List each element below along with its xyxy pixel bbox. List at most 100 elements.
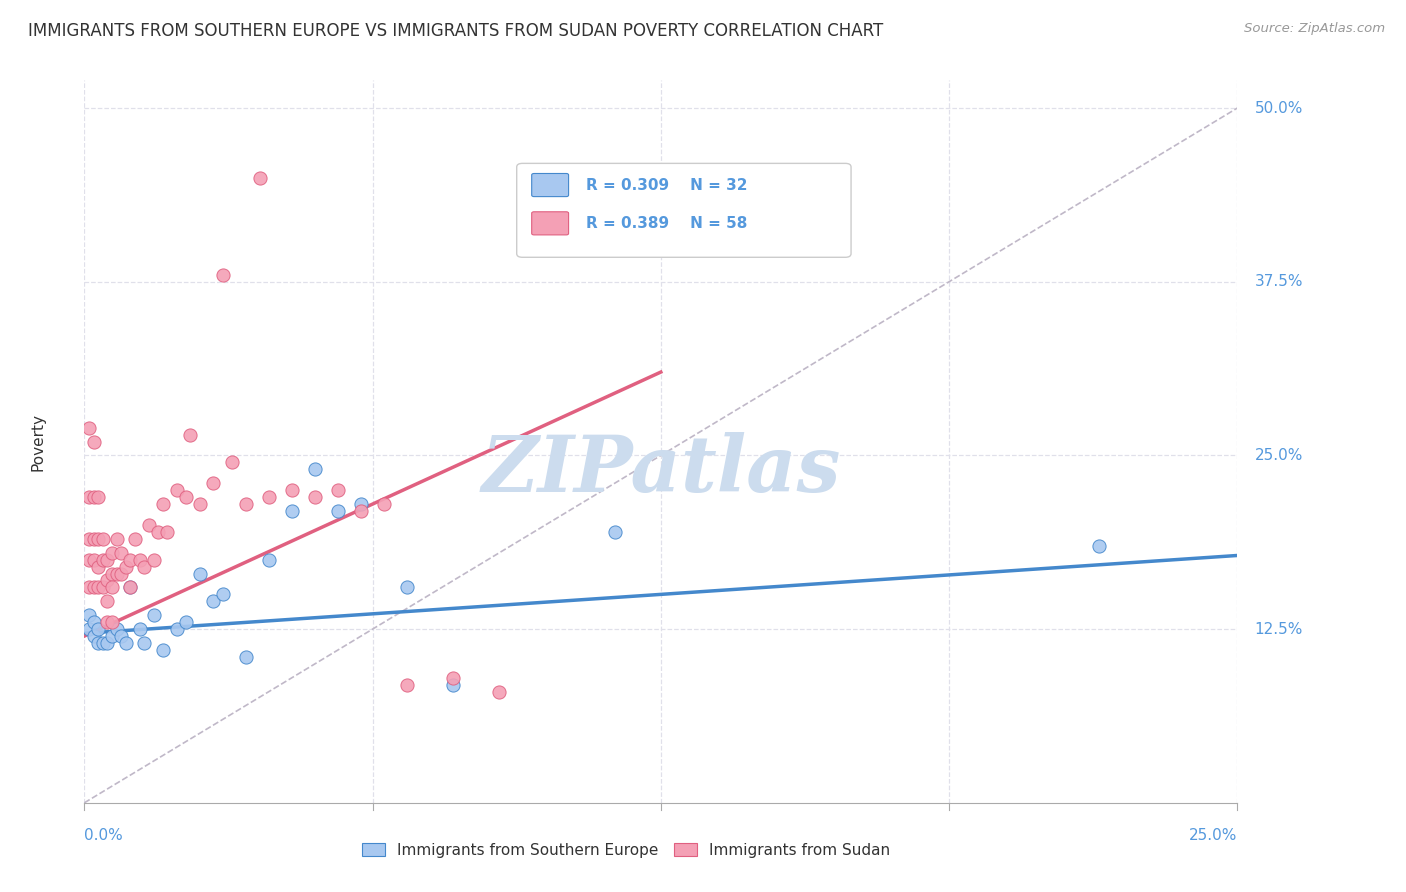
- Point: [396, 581, 419, 595]
- Text: 25.0%: 25.0%: [1189, 828, 1237, 843]
- Point: [235, 649, 257, 664]
- Point: [120, 552, 142, 566]
- Point: [115, 559, 138, 574]
- Text: R = 0.389    N = 58: R = 0.389 N = 58: [586, 216, 747, 231]
- Point: [87, 490, 110, 504]
- Point: [174, 615, 197, 630]
- Point: [83, 434, 105, 449]
- Point: [441, 671, 464, 685]
- Point: [83, 581, 105, 595]
- FancyBboxPatch shape: [531, 211, 568, 235]
- Point: [77, 608, 100, 623]
- Text: 37.5%: 37.5%: [1254, 274, 1303, 289]
- Point: [188, 566, 211, 581]
- Point: [235, 497, 257, 511]
- Point: [77, 532, 100, 546]
- Point: [101, 546, 124, 560]
- Text: Source: ZipAtlas.com: Source: ZipAtlas.com: [1244, 22, 1385, 36]
- Point: [87, 532, 110, 546]
- Point: [105, 532, 128, 546]
- Point: [87, 622, 110, 636]
- Point: [120, 581, 142, 595]
- Text: 50.0%: 50.0%: [1254, 101, 1303, 116]
- Point: [96, 636, 118, 650]
- Point: [211, 268, 233, 282]
- Point: [77, 490, 100, 504]
- Point: [101, 581, 124, 595]
- Point: [87, 559, 110, 574]
- Point: [188, 497, 211, 511]
- Point: [83, 532, 105, 546]
- Point: [91, 581, 114, 595]
- Point: [202, 594, 225, 608]
- Point: [83, 552, 105, 566]
- Point: [441, 678, 464, 692]
- Point: [156, 524, 179, 539]
- Point: [166, 622, 188, 636]
- Point: [120, 581, 142, 595]
- Text: IMMIGRANTS FROM SOUTHERN EUROPE VS IMMIGRANTS FROM SUDAN POVERTY CORRELATION CHA: IMMIGRANTS FROM SOUTHERN EUROPE VS IMMIG…: [28, 22, 883, 40]
- Point: [124, 532, 146, 546]
- FancyBboxPatch shape: [531, 173, 568, 196]
- Text: ZIPatlas: ZIPatlas: [481, 433, 841, 508]
- Point: [152, 643, 174, 657]
- Point: [101, 615, 124, 630]
- Point: [350, 497, 373, 511]
- Point: [603, 524, 626, 539]
- Point: [96, 615, 118, 630]
- Point: [110, 629, 132, 643]
- Point: [304, 462, 326, 476]
- Point: [326, 504, 349, 518]
- Point: [249, 170, 271, 185]
- Point: [142, 608, 165, 623]
- Point: [1088, 539, 1111, 553]
- Point: [304, 490, 326, 504]
- Point: [179, 427, 201, 442]
- Text: R = 0.309    N = 32: R = 0.309 N = 32: [586, 178, 748, 193]
- Point: [281, 504, 304, 518]
- Point: [488, 684, 510, 698]
- FancyBboxPatch shape: [517, 163, 851, 257]
- Point: [83, 629, 105, 643]
- Point: [152, 497, 174, 511]
- Point: [83, 615, 105, 630]
- Legend: Immigrants from Southern Europe, Immigrants from Sudan: Immigrants from Southern Europe, Immigra…: [356, 837, 897, 863]
- Point: [211, 587, 233, 601]
- Text: 12.5%: 12.5%: [1254, 622, 1303, 637]
- Point: [257, 552, 280, 566]
- Point: [128, 552, 150, 566]
- Point: [77, 420, 100, 434]
- Point: [350, 504, 373, 518]
- Text: 25.0%: 25.0%: [1254, 448, 1303, 463]
- Point: [138, 517, 160, 532]
- Text: Poverty: Poverty: [31, 412, 46, 471]
- Point: [257, 490, 280, 504]
- Point: [110, 546, 132, 560]
- Point: [77, 581, 100, 595]
- Point: [202, 476, 225, 491]
- Point: [87, 581, 110, 595]
- Point: [96, 552, 118, 566]
- Point: [146, 524, 169, 539]
- Point: [101, 629, 124, 643]
- Point: [281, 483, 304, 498]
- Point: [83, 490, 105, 504]
- Point: [115, 636, 138, 650]
- Point: [142, 552, 165, 566]
- Point: [174, 490, 197, 504]
- Point: [373, 497, 395, 511]
- Point: [105, 566, 128, 581]
- Point: [77, 552, 100, 566]
- Point: [134, 559, 156, 574]
- Text: 0.0%: 0.0%: [84, 828, 124, 843]
- Point: [396, 678, 419, 692]
- Point: [105, 622, 128, 636]
- Point: [91, 552, 114, 566]
- Point: [87, 636, 110, 650]
- Point: [221, 455, 243, 469]
- Point: [326, 483, 349, 498]
- Point: [166, 483, 188, 498]
- Point: [110, 566, 132, 581]
- Point: [128, 622, 150, 636]
- Point: [134, 636, 156, 650]
